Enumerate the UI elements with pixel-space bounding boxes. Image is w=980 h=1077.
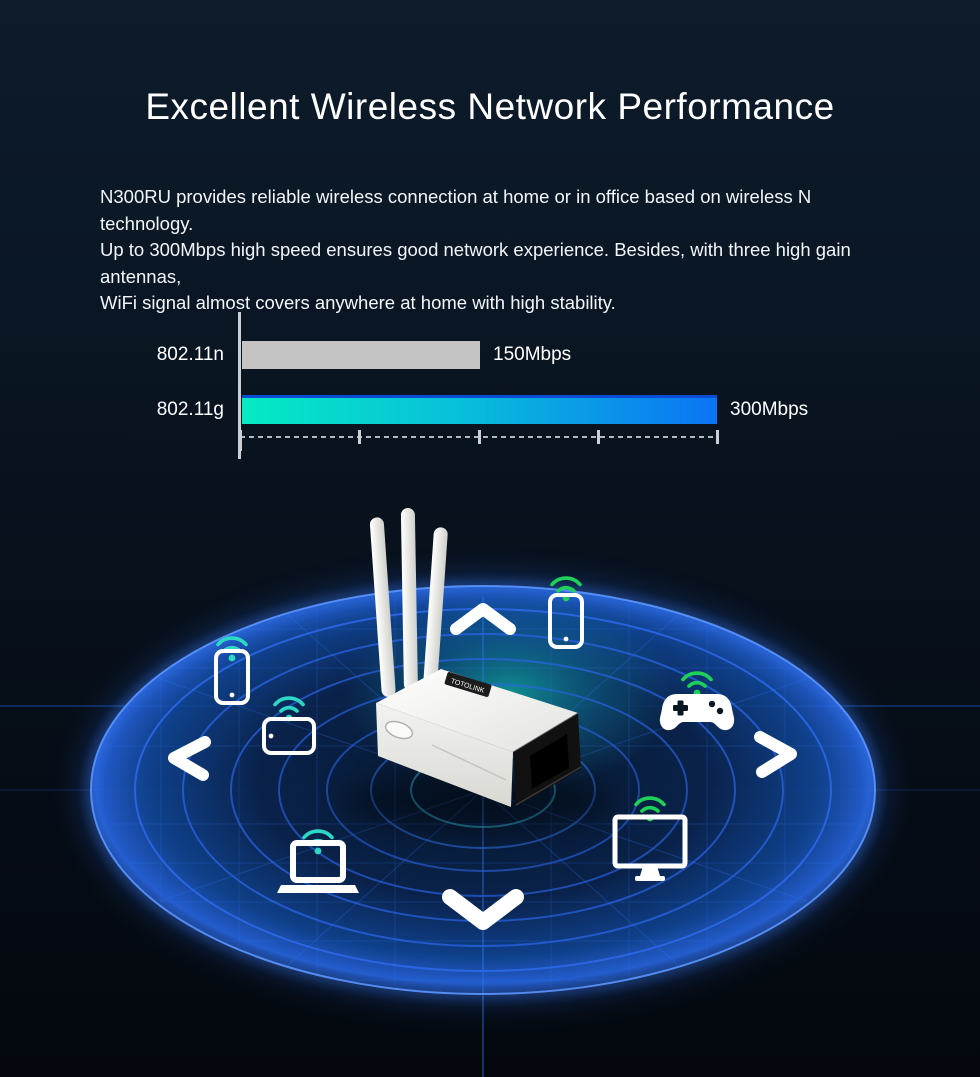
- bar-80211n: [242, 341, 480, 369]
- coverage-arrows: [168, 603, 797, 930]
- intro-line: Up to 300Mbps high speed ensures good ne…: [100, 239, 851, 287]
- bar-value-80211n: 150Mbps: [493, 344, 572, 365]
- intro-paragraph: N300RU provides reliable wireless connec…: [100, 184, 900, 317]
- arrow-up-icon: [450, 603, 516, 635]
- tablet-icon: [262, 717, 316, 755]
- bar-label-80211g: 802.11g: [156, 399, 224, 420]
- gamepad-icon: [659, 694, 735, 731]
- wifi-coverage-illustration: TOTOLINK: [0, 508, 980, 1077]
- bar-label-80211n: 802.11n: [156, 344, 224, 365]
- laptop-icon: [277, 840, 359, 893]
- bar-80211g: [242, 395, 717, 424]
- arrow-right-icon: [754, 731, 797, 778]
- device-icons: [214, 593, 735, 893]
- router-top-face: [376, 669, 578, 752]
- monitor-icon: [612, 814, 688, 881]
- chart-tick-row: [239, 430, 719, 456]
- antenna-icon: [423, 527, 448, 688]
- router-antennas: [369, 508, 448, 698]
- bar-value-80211g: 300Mbps: [730, 398, 809, 420]
- bar-row-80211g: 300Mbps: [242, 395, 808, 424]
- router-fineprint: [431, 744, 507, 781]
- chart-tick: [716, 430, 719, 444]
- smartphone-icon: [214, 649, 250, 705]
- antenna-icon: [400, 508, 418, 692]
- page-title: Excellent Wireless Network Performance: [145, 86, 835, 127]
- chart-tick: [596, 430, 600, 444]
- router-body: TOTOLINK: [376, 669, 582, 807]
- router-illustration: TOTOLINK: [338, 508, 618, 834]
- bar-row-80211n: 150Mbps: [242, 341, 571, 369]
- router-button: [384, 720, 414, 740]
- intro-line: WiFi signal almost covers anywhere at ho…: [100, 292, 616, 313]
- arrow-down-icon: [442, 889, 524, 930]
- chart-y-axis: [238, 312, 241, 459]
- intro-line: N300RU provides reliable wireless connec…: [100, 186, 812, 234]
- chart-tick: [358, 430, 362, 444]
- antenna-icon: [369, 517, 396, 698]
- smartphone-icon: [548, 593, 584, 649]
- chart-tick: [477, 430, 481, 444]
- speed-comparison-chart: 802.11n 802.11g 150Mbps 300Mbps: [0, 312, 980, 462]
- chart-tick: [239, 430, 242, 451]
- arrow-left-icon: [168, 736, 211, 781]
